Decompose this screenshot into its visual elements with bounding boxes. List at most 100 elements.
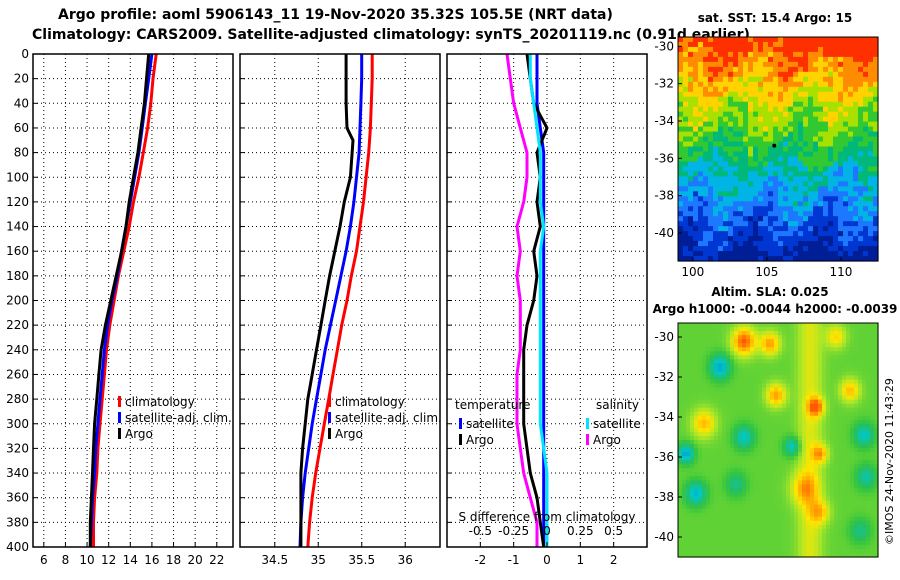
sst-cell <box>783 216 789 222</box>
sla-cell <box>858 552 863 558</box>
sla-cell <box>746 339 751 344</box>
sla-cell <box>794 339 799 344</box>
sla-cell <box>702 552 707 558</box>
sla-cell <box>710 516 715 522</box>
sla-cell <box>722 464 727 469</box>
sst-cell <box>728 196 734 202</box>
sla-cell <box>862 327 867 332</box>
sst-cell <box>813 151 819 158</box>
sst-cell <box>678 186 684 192</box>
sst-cell <box>868 121 874 128</box>
sla-cell <box>738 468 743 473</box>
sst-cell <box>858 201 864 207</box>
sst-cell <box>848 46 854 53</box>
sst-cell <box>693 141 699 148</box>
sst-cell <box>768 136 774 143</box>
sst-cell <box>803 71 809 78</box>
sst-cell <box>743 96 749 103</box>
sla-cell <box>706 484 711 490</box>
sst-cell <box>698 251 704 257</box>
sla-cell <box>790 403 795 409</box>
sla-cell <box>710 395 715 401</box>
sla-cell <box>866 464 871 469</box>
sla-cell <box>746 419 751 425</box>
sla-cell <box>730 431 735 437</box>
sla-cell <box>870 440 875 445</box>
sst-cell <box>763 96 769 103</box>
sst-cell <box>818 66 824 73</box>
sla-cell <box>846 476 851 481</box>
sla-cell <box>706 452 711 457</box>
sla-cell <box>842 496 847 502</box>
sla-cell <box>830 520 835 526</box>
sst-cell <box>688 161 694 168</box>
sla-cell <box>874 383 879 389</box>
sla-cell <box>734 544 739 550</box>
sla-cell <box>698 528 703 534</box>
sst-cell <box>773 51 779 58</box>
sla-cell <box>874 500 879 506</box>
sla-cell <box>686 496 691 502</box>
sst-cell <box>773 96 779 103</box>
sst-cell <box>713 231 719 237</box>
sst-cell <box>753 236 759 242</box>
sla-cell <box>734 411 739 417</box>
sla-cell <box>794 351 799 356</box>
sst-cell <box>753 136 759 143</box>
sst-cell <box>753 241 759 247</box>
sla-cell <box>734 335 739 340</box>
sst-cell <box>773 56 779 63</box>
sst-cell <box>828 51 834 58</box>
sla-cell <box>806 399 811 405</box>
sst-cell <box>713 176 719 182</box>
sla-cell <box>702 339 707 344</box>
sst-cell <box>723 41 729 48</box>
sla-cell <box>786 504 791 510</box>
sst-cell <box>863 256 869 262</box>
sla-cell <box>742 343 747 348</box>
sla-cell <box>846 427 851 433</box>
sst-cell <box>813 236 819 242</box>
sst-cell <box>793 141 799 148</box>
sla-cell <box>814 452 819 457</box>
sla-cell <box>750 399 755 405</box>
sla-cell <box>850 480 855 485</box>
sla-cell <box>830 460 835 465</box>
sla-cell <box>874 423 879 429</box>
sla-cell <box>794 431 799 437</box>
sst-cell <box>733 106 739 113</box>
sla-cell <box>866 399 871 405</box>
sla-cell <box>798 476 803 481</box>
sla-cell <box>762 331 767 336</box>
sst-cell <box>788 191 794 197</box>
sla-cell <box>854 343 859 348</box>
sst-cell <box>718 181 724 187</box>
sla-cell <box>702 351 707 356</box>
sla-cell <box>778 464 783 469</box>
sla-cell <box>678 391 683 397</box>
sla-cell <box>750 524 755 530</box>
sst-cell <box>868 56 874 63</box>
sla-cell <box>826 379 831 385</box>
sst-cell <box>813 126 819 133</box>
sst-cell <box>723 181 729 187</box>
sla-cell <box>758 464 763 469</box>
sla-cell <box>726 355 731 360</box>
sla-cell <box>694 552 699 558</box>
sla-cell <box>850 492 855 498</box>
sst-cell <box>758 191 764 197</box>
sla-cell <box>730 411 735 417</box>
sla-cell <box>778 323 783 328</box>
sst-cell <box>708 91 714 98</box>
sla-cell <box>830 500 835 506</box>
sla-cell <box>806 375 811 381</box>
sla-cell <box>826 423 831 429</box>
sst-cell <box>748 86 754 93</box>
sla-cell <box>830 351 835 356</box>
sst-cell <box>748 81 754 88</box>
sla-cell <box>746 516 751 522</box>
sst-cell <box>693 41 699 48</box>
sst-cell <box>798 37 804 43</box>
sla-cell <box>774 415 779 421</box>
sst-cell <box>863 176 869 182</box>
